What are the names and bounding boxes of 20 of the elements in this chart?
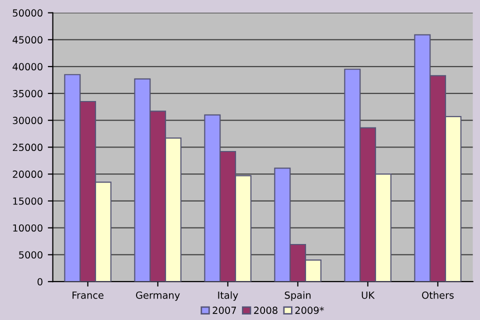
y-tick-label: 35000: [12, 90, 42, 98]
y-tick-label: 15000: [13, 197, 42, 205]
y-tick-label: 40000: [12, 63, 42, 70]
y-tick-label: 30000: [12, 116, 42, 124]
legend-label: 2008: [254, 306, 278, 314]
x-tick-label: Italy: [218, 291, 238, 301]
y-tick-label: 50000: [12, 9, 42, 17]
y-tick-label: 5000: [19, 251, 42, 259]
x-tick-label: Others: [422, 291, 454, 299]
y-tick-label: 0: [38, 278, 42, 286]
legend-label: 2009*: [295, 306, 324, 314]
x-tick-label: Germany: [136, 291, 180, 301]
y-tick-label: 10000: [13, 224, 42, 232]
y-tick-label: 45000: [12, 36, 42, 44]
x-tick-label: France: [72, 292, 104, 299]
y-tick-label: 25000: [12, 144, 42, 152]
x-tick-label: Spain: [284, 291, 311, 301]
legend-label: 2007: [212, 306, 236, 314]
y-tick-label: 20000: [12, 170, 42, 178]
x-tick-label: UK: [362, 292, 375, 299]
